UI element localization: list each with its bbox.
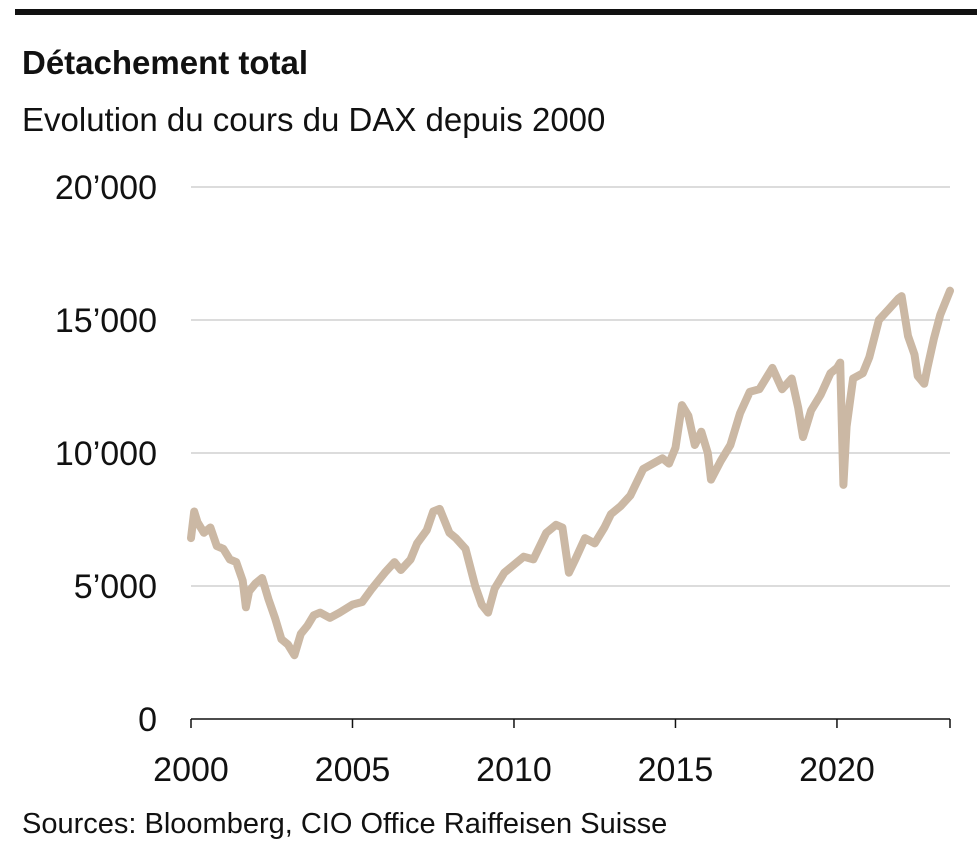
dax-series-line (187, 286, 954, 660)
x-tick-label: 2015 (638, 751, 714, 789)
y-tick-label: 15’000 (55, 302, 157, 340)
y-tick-label: 20’000 (55, 169, 157, 207)
chart-title: Détachement total (22, 44, 309, 81)
y-tick-label: 0 (138, 701, 157, 739)
gridlines (191, 186, 950, 587)
x-tick-label: 2005 (315, 751, 391, 789)
x-tick-label: 2020 (799, 751, 875, 789)
x-tick-label: 2000 (153, 751, 229, 789)
source-note: Sources: Bloomberg, CIO Office Raiffeise… (22, 808, 668, 840)
y-tick-label: 10’000 (55, 435, 157, 473)
chart-subtitle: Evolution du cours du DAX depuis 2000 (22, 101, 606, 138)
x-tick-label: 2010 (476, 751, 552, 789)
x-tick-labels: 2000 2005 2010 2015 2020 (153, 751, 875, 789)
y-tick-label: 5’000 (74, 568, 157, 606)
x-axis (190, 718, 951, 728)
top-rule (15, 9, 977, 15)
y-tick-labels: 0 5’000 10’000 15’000 20’000 (55, 169, 157, 739)
series-layer (187, 286, 954, 660)
